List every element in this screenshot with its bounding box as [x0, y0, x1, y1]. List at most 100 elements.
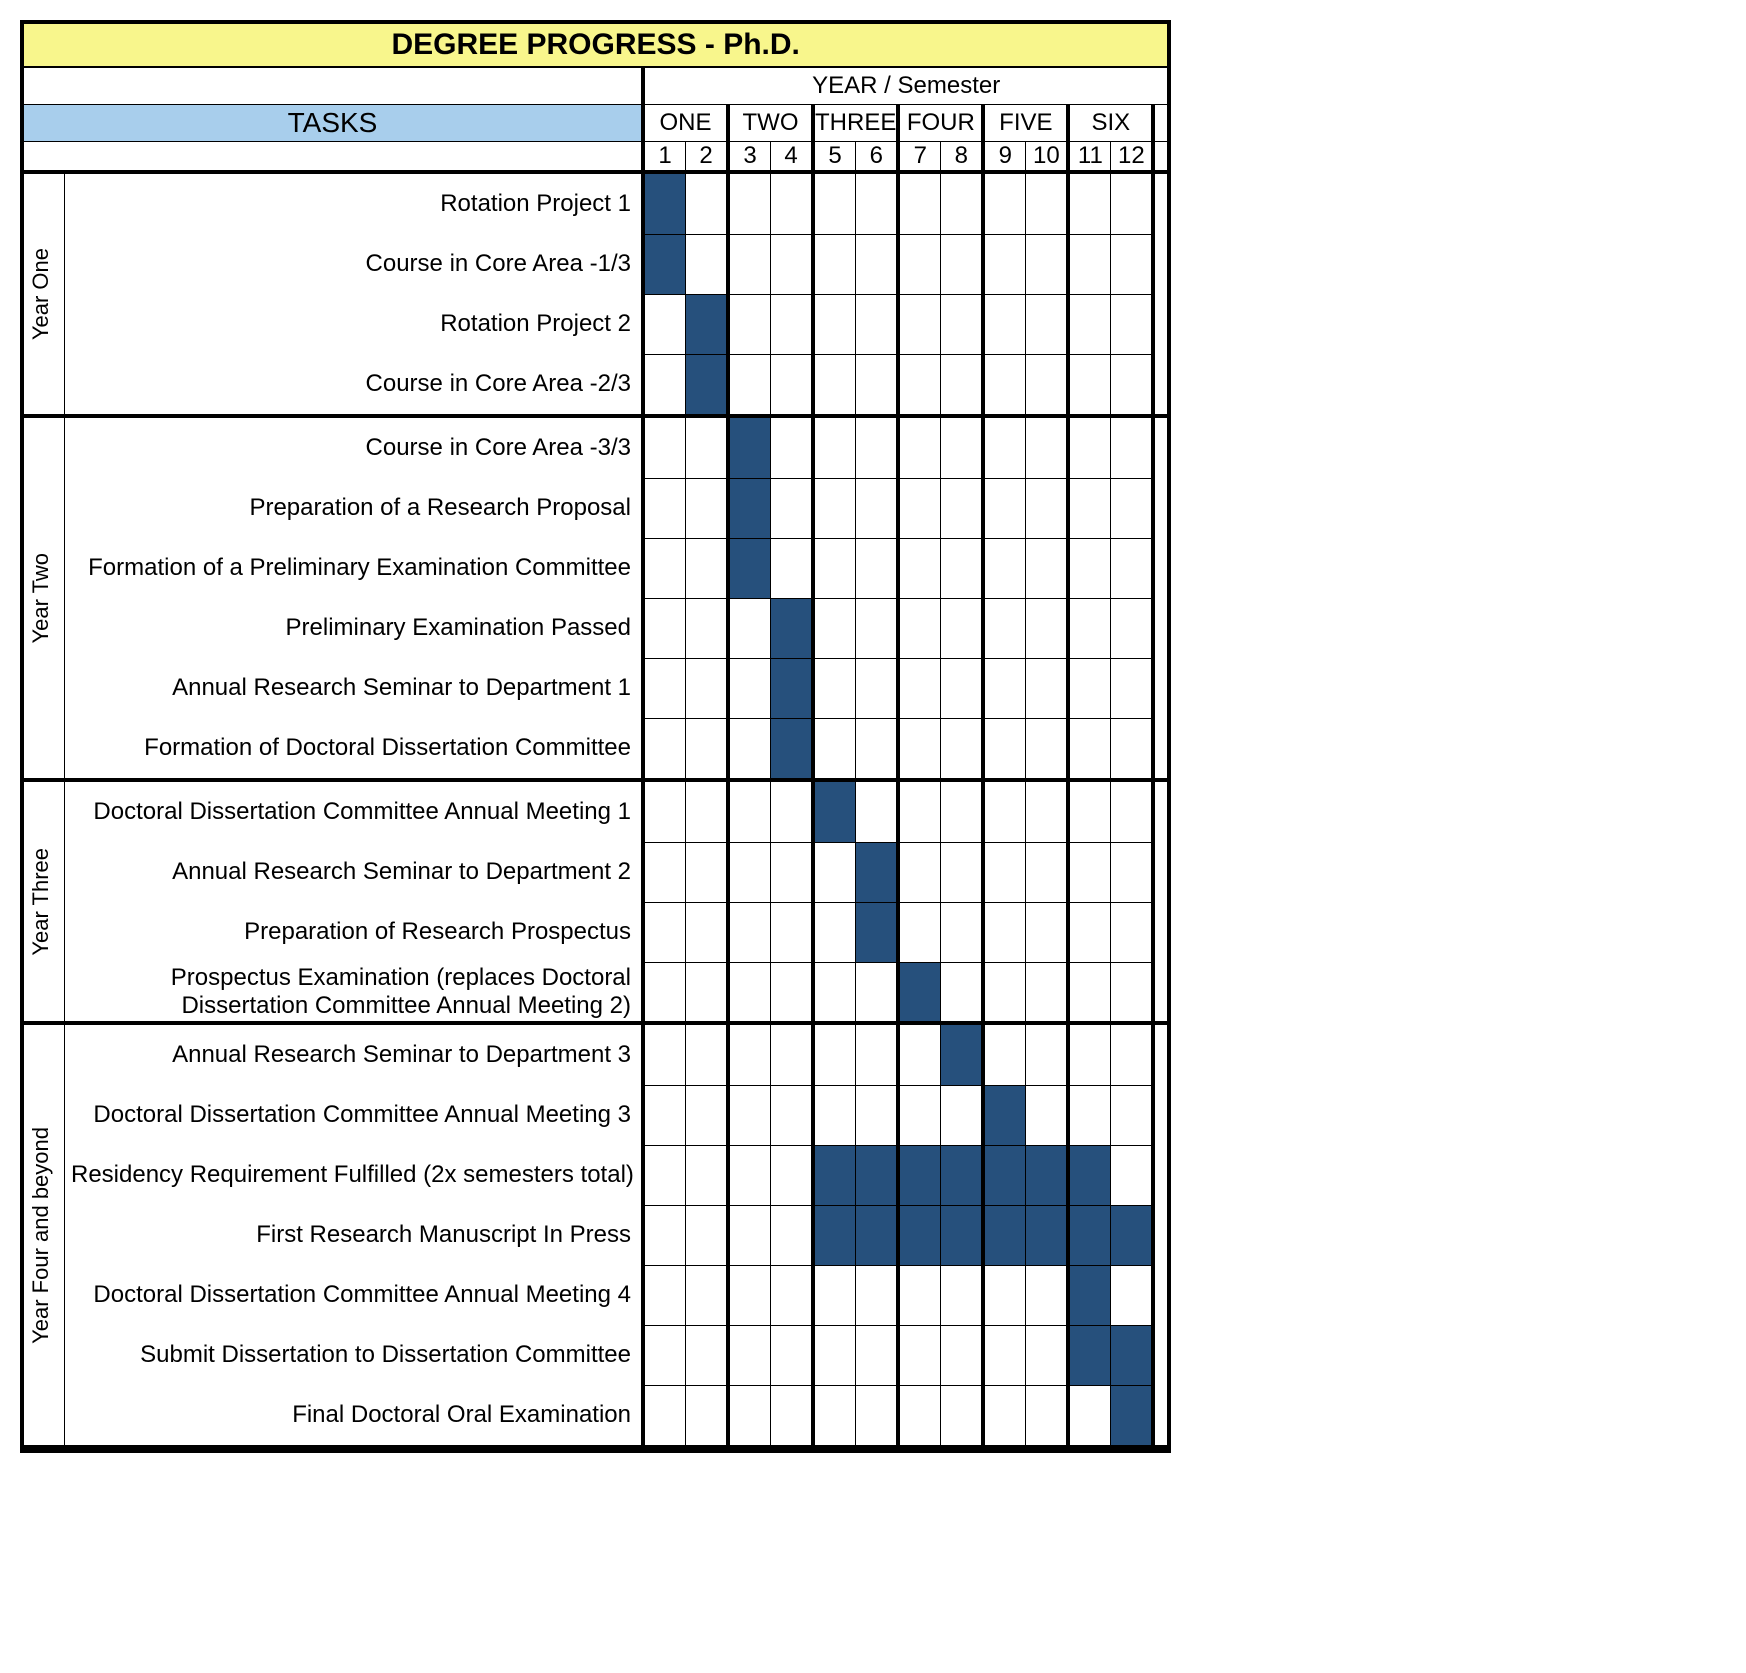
semester-number: 5 [813, 142, 856, 173]
gantt-cell [728, 718, 771, 780]
trailing-col [1153, 1145, 1167, 1205]
gantt-cell [856, 962, 899, 1023]
gantt-cell [1026, 1325, 1069, 1385]
gantt-cell [771, 172, 814, 234]
gantt-cell [771, 1325, 814, 1385]
group-label-cell: Year Four and beyond [24, 1023, 65, 1447]
gantt-cell [1068, 902, 1111, 962]
gantt-cell [898, 416, 941, 478]
gantt-cell [856, 598, 899, 658]
trailing-col [1153, 416, 1167, 478]
gantt-cell [898, 478, 941, 538]
gantt-cell [728, 598, 771, 658]
gantt-cell [728, 354, 771, 416]
year-label: FOUR [898, 105, 983, 142]
gantt-cell [983, 842, 1026, 902]
gantt-cell [983, 1085, 1026, 1145]
gantt-cell [1111, 294, 1154, 354]
gantt-cell [728, 1085, 771, 1145]
gantt-cell [771, 962, 814, 1023]
group-label: Year Four and beyond [24, 1127, 58, 1344]
year-semester-header: YEAR / Semester [643, 67, 1167, 105]
gantt-cell [941, 172, 984, 234]
gantt-cell [898, 962, 941, 1023]
semester-number: 10 [1026, 142, 1069, 173]
gantt-cell [728, 1265, 771, 1325]
gantt-cell [983, 780, 1026, 842]
gantt-cell [643, 1023, 686, 1085]
task-name: Doctoral Dissertation Committee Annual M… [65, 780, 644, 842]
gantt-cell [898, 1265, 941, 1325]
gantt-cell [813, 234, 856, 294]
gantt-cell [771, 1205, 814, 1265]
trailing-col [1153, 1085, 1167, 1145]
gantt-cell [941, 354, 984, 416]
gantt-cell [1026, 842, 1069, 902]
trailing-col [1153, 538, 1167, 598]
task-name: Rotation Project 2 [65, 294, 644, 354]
gantt-cell [1068, 172, 1111, 234]
gantt-cell [771, 478, 814, 538]
trailing-col [1153, 354, 1167, 416]
year-label: TWO [728, 105, 813, 142]
trailing-col [1153, 962, 1167, 1023]
gantt-cell [643, 1145, 686, 1205]
gantt-cell [728, 172, 771, 234]
gantt-cell [643, 842, 686, 902]
gantt-cell [1068, 842, 1111, 902]
gantt-cell [643, 294, 686, 354]
semester-number: 4 [771, 142, 814, 173]
gantt-cell [1026, 1265, 1069, 1325]
gantt-cell [898, 1085, 941, 1145]
trailing-col [1153, 718, 1167, 780]
gantt-cell [813, 718, 856, 780]
gantt-cell [686, 780, 729, 842]
gantt-cell [643, 234, 686, 294]
task-name: Course in Core Area -1/3 [65, 234, 644, 294]
group-label-cell: Year Two [24, 416, 65, 780]
gantt-cell [728, 780, 771, 842]
gantt-cell [856, 294, 899, 354]
gantt-cell [898, 842, 941, 902]
gantt-cell [686, 962, 729, 1023]
gantt-cell [728, 294, 771, 354]
gantt-cell [1026, 1085, 1069, 1145]
gantt-cell [983, 718, 1026, 780]
task-name: Doctoral Dissertation Committee Annual M… [65, 1085, 644, 1145]
gantt-cell [1068, 1205, 1111, 1265]
gantt-cell [983, 294, 1026, 354]
gantt-cell [771, 1145, 814, 1205]
gantt-cell [728, 538, 771, 598]
gantt-cell [983, 354, 1026, 416]
gantt-cell [728, 1385, 771, 1447]
gantt-cell [643, 1085, 686, 1145]
gantt-cell [643, 658, 686, 718]
gantt-cell [1068, 1265, 1111, 1325]
gantt-cell [1026, 1023, 1069, 1085]
gantt-cell [686, 842, 729, 902]
gantt-cell [686, 1265, 729, 1325]
gantt-cell [1026, 538, 1069, 598]
task-name: Residency Requirement Fulfilled (2x seme… [65, 1145, 644, 1205]
gantt-cell [1026, 658, 1069, 718]
gantt-cell [643, 598, 686, 658]
gantt-cell [686, 234, 729, 294]
gantt-cell [1111, 1023, 1154, 1085]
gantt-cell [686, 1205, 729, 1265]
gantt-cell [983, 1145, 1026, 1205]
gantt-cell [813, 1385, 856, 1447]
gantt-cell [813, 478, 856, 538]
year-label: SIX [1068, 105, 1153, 142]
gantt-cell [941, 1385, 984, 1447]
header-blank-2 [24, 142, 643, 173]
semester-number: 2 [686, 142, 729, 173]
gantt-cell [643, 416, 686, 478]
gantt-cell [728, 416, 771, 478]
gantt-cell [1068, 598, 1111, 658]
gantt-cell [1068, 354, 1111, 416]
gantt-cell [771, 658, 814, 718]
gantt-cell [941, 1205, 984, 1265]
gantt-cell [813, 780, 856, 842]
gantt-cell [898, 780, 941, 842]
gantt-cell [1111, 1145, 1154, 1205]
